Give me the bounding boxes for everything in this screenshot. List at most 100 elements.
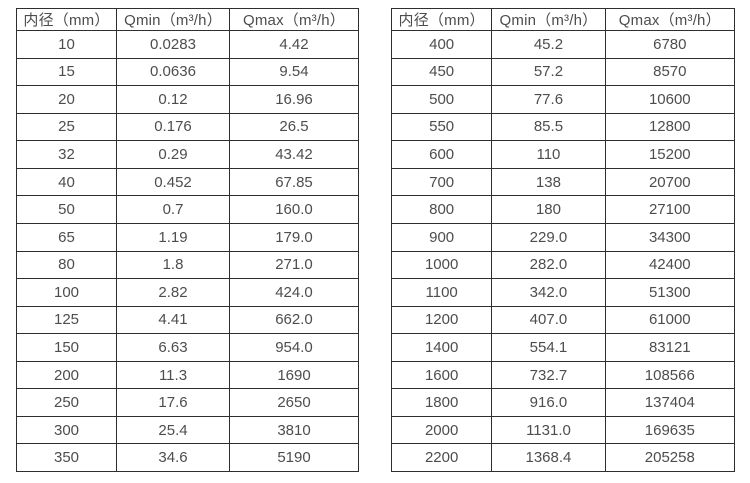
cell-qmin: 1131.0 [491, 415, 606, 445]
cell-qmin: 45.2 [491, 30, 606, 59]
cell-qmax: 20700 [604, 167, 736, 197]
cell-qmax: 12800 [604, 112, 736, 142]
table-row: 2000 1131.0 169635 [390, 415, 736, 445]
table-row: 800 180 27100 [390, 195, 736, 224]
table-row: 250 17.6 2650 [16, 388, 359, 417]
table-row: 150 6.63 954.0 [16, 333, 359, 362]
header-row: 内径（mm） Qmin（m³/h） Qmax（m³/h） [16, 8, 359, 31]
header-qmax: Qmax（m³/h） [229, 8, 359, 31]
cell-qmax: 160.0 [229, 195, 359, 224]
cell-qmax: 10600 [604, 85, 736, 114]
cell-qmin: 34.6 [116, 443, 230, 472]
cell-qmax: 2650 [229, 388, 359, 417]
cell-qmin: 229.0 [491, 222, 606, 252]
table-body: 10 0.0283 4.42 15 0.0636 9.54 20 0.12 16.96 25 0.1… [16, 30, 359, 472]
cell-diameter: 350 [16, 443, 117, 472]
cell-qmax: 26.5 [229, 112, 359, 142]
cell-diameter: 10 [16, 30, 117, 59]
table-row: 80 1.8 271.0 [16, 250, 359, 280]
cell-qmin: 0.452 [116, 167, 230, 197]
cell-qmin: 554.1 [491, 333, 606, 362]
cell-diameter: 900 [390, 222, 493, 252]
table-row: 25 0.176 26.5 [16, 112, 359, 142]
cell-qmin: 25.4 [116, 415, 230, 445]
table-row: 450 57.2 8570 [390, 57, 736, 87]
cell-diameter: 1200 [390, 305, 493, 335]
cell-qmin: 342.0 [491, 278, 606, 307]
table-row: 10 0.0283 4.42 [16, 30, 359, 59]
cell-qmax: 137404 [604, 388, 736, 417]
cell-qmax: 15200 [604, 140, 736, 169]
table-row: 200 11.3 1690 [16, 360, 359, 390]
cell-diameter: 700 [390, 167, 493, 197]
cell-diameter: 2200 [390, 443, 493, 472]
table-row: 1200 407.0 61000 [390, 305, 736, 335]
cell-qmin: 407.0 [491, 305, 606, 335]
table-row: 350 34.6 5190 [16, 443, 359, 472]
cell-qmin: 180 [491, 195, 606, 224]
cell-qmax: 662.0 [229, 305, 359, 335]
cell-diameter: 65 [16, 222, 117, 252]
cell-diameter: 550 [390, 112, 493, 142]
cell-qmax: 424.0 [229, 278, 359, 307]
header-qmin: Qmin（m³/h） [116, 8, 230, 31]
cell-qmin: 110 [491, 140, 606, 169]
flow-rate-table-large-diameters: 内径（mm） Qmin（m³/h） Qmax（m³/h） 400 45.2 6780… [390, 8, 736, 472]
cell-diameter: 20 [16, 85, 117, 114]
header-qmax: Qmax（m³/h） [604, 8, 736, 31]
cell-qmax: 108566 [604, 360, 736, 390]
table-body: 400 45.2 6780 450 57.2 8570 500 77.6 10600 550 85.… [390, 30, 736, 472]
header-row: 内径（mm） Qmin（m³/h） Qmax（m³/h） [390, 8, 736, 31]
flow-rate-table-small-diameters: 内径（mm） Qmin（m³/h） Qmax（m³/h） 10 0.0283 4.4… [16, 8, 359, 472]
cell-diameter: 300 [16, 415, 117, 445]
cell-diameter: 800 [390, 195, 493, 224]
cell-qmax: 4.42 [229, 30, 359, 59]
table-row: 15 0.0636 9.54 [16, 57, 359, 87]
cell-qmax: 16.96 [229, 85, 359, 114]
cell-qmax: 34300 [604, 222, 736, 252]
cell-diameter: 200 [16, 360, 117, 390]
cell-qmin: 0.7 [116, 195, 230, 224]
cell-qmin: 85.5 [491, 112, 606, 142]
cell-diameter: 80 [16, 250, 117, 280]
table-row: 125 4.41 662.0 [16, 305, 359, 335]
cell-qmax: 169635 [604, 415, 736, 445]
cell-qmax: 83121 [604, 333, 736, 362]
cell-qmin: 0.0283 [116, 30, 230, 59]
cell-qmax: 205258 [604, 443, 736, 472]
cell-qmax: 8570 [604, 57, 736, 87]
table-row: 550 85.5 12800 [390, 112, 736, 142]
cell-qmax: 3810 [229, 415, 359, 445]
cell-diameter: 1800 [390, 388, 493, 417]
cell-diameter: 25 [16, 112, 117, 142]
table-row: 300 25.4 3810 [16, 415, 359, 445]
cell-qmax: 42400 [604, 250, 736, 280]
cell-qmin: 1.19 [116, 222, 230, 252]
table-header: 内径（mm） Qmin（m³/h） Qmax（m³/h） [390, 8, 736, 31]
table-row: 700 138 20700 [390, 167, 736, 197]
cell-qmin: 17.6 [116, 388, 230, 417]
cell-qmin: 2.82 [116, 278, 230, 307]
table-row: 100 2.82 424.0 [16, 278, 359, 307]
cell-qmin: 0.12 [116, 85, 230, 114]
header-diameter: 内径（mm） [390, 8, 493, 31]
header-diameter: 内径（mm） [16, 8, 117, 31]
table-row: 900 229.0 34300 [390, 222, 736, 252]
table-row: 1800 916.0 137404 [390, 388, 736, 417]
cell-qmax: 271.0 [229, 250, 359, 280]
cell-diameter: 250 [16, 388, 117, 417]
table-header: 内径（mm） Qmin（m³/h） Qmax（m³/h） [16, 8, 359, 31]
cell-diameter: 400 [390, 30, 493, 59]
cell-qmax: 9.54 [229, 57, 359, 87]
table-row: 600 110 15200 [390, 140, 736, 169]
cell-diameter: 125 [16, 305, 117, 335]
cell-qmax: 1690 [229, 360, 359, 390]
cell-diameter: 1100 [390, 278, 493, 307]
cell-qmin: 138 [491, 167, 606, 197]
cell-diameter: 600 [390, 140, 493, 169]
cell-diameter: 2000 [390, 415, 493, 445]
table-row: 1400 554.1 83121 [390, 333, 736, 362]
cell-qmin: 0.29 [116, 140, 230, 169]
cell-qmin: 732.7 [491, 360, 606, 390]
